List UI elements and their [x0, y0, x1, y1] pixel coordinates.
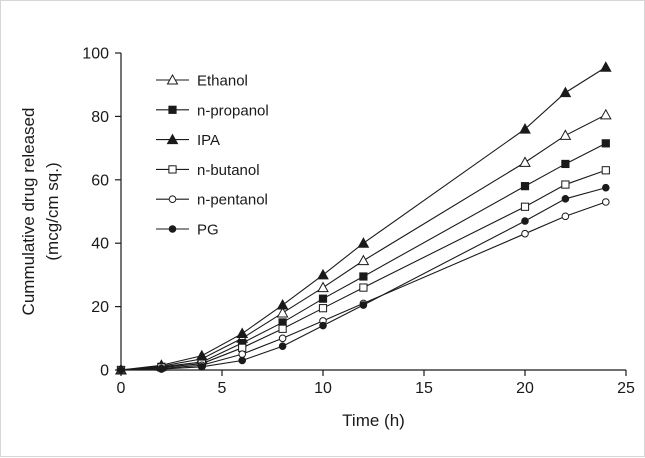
- series-layer: [115, 61, 612, 375]
- legend-item-ipa: IPA: [156, 132, 220, 149]
- data-point-pg: [319, 321, 327, 330]
- data-point-n-butanol: [359, 283, 368, 292]
- data-point-pg: [561, 195, 570, 203]
- data-point-n-pentanol: [238, 350, 246, 358]
- series-line-n-butanol: [120, 169, 606, 371]
- data-point-n-butanol: [561, 180, 570, 189]
- legend-label: n-propanol: [197, 102, 269, 119]
- data-point-pg: [602, 183, 610, 192]
- data-point-ipa: [559, 86, 572, 98]
- data-point-n-pentanol: [561, 212, 570, 221]
- legend-label: n-butanol: [197, 162, 260, 179]
- x-tick-label: 10: [314, 380, 332, 397]
- data-point-ipa: [236, 327, 249, 339]
- axes: 0 20 40 60 80 100 0 5 10 15 20 25: [82, 46, 635, 398]
- data-point-ethanol: [519, 156, 531, 167]
- data-point-n-butanol: [278, 324, 287, 333]
- legend-item-n-pentanol: n-pentanol: [156, 192, 268, 209]
- y-tick-label: 40: [91, 236, 109, 253]
- series-line-ethanol: [120, 114, 607, 371]
- y-axis-title-line-1: Cummulative drug released: [19, 108, 38, 316]
- data-point-n-butanol: [318, 304, 328, 313]
- data-point-pg: [278, 342, 287, 351]
- data-point-pg: [117, 366, 125, 374]
- data-point-pg: [238, 356, 246, 365]
- series-n-butanol: [116, 166, 610, 375]
- legend-label: PG: [197, 222, 219, 239]
- data-point-pg: [359, 301, 368, 309]
- legend: Ethanol n-propanol IPA n-butanol n-pentanol P…: [156, 73, 269, 239]
- data-point-n-propanol: [520, 182, 530, 191]
- data-point-ipa: [276, 298, 289, 310]
- x-tick-label: 20: [516, 380, 534, 397]
- legend-label: Ethanol: [197, 73, 248, 90]
- x-tick-label: 5: [218, 380, 227, 397]
- legend-item-n-propanol: n-propanol: [156, 102, 269, 119]
- legend-marker: [166, 73, 179, 85]
- data-point-ipa: [195, 349, 208, 361]
- data-point-n-propanol: [561, 159, 570, 169]
- data-point-n-propanol: [359, 272, 368, 281]
- data-point-n-butanol: [520, 202, 530, 211]
- data-point-pg: [521, 217, 529, 225]
- y-axis-title-line-2: (mcg/cm sq.): [43, 162, 62, 260]
- legend-item-pg: PG: [156, 222, 219, 239]
- data-point-ethanol: [276, 306, 289, 318]
- data-point-ethanol: [599, 108, 612, 120]
- data-point-ethanol: [317, 281, 329, 293]
- series-ipa: [115, 61, 612, 375]
- data-point-pg: [157, 365, 166, 373]
- legend-marker: [168, 195, 177, 203]
- legend-marker: [168, 105, 177, 114]
- data-point-ipa: [357, 237, 370, 248]
- y-tick-label: 80: [91, 109, 109, 126]
- x-tick-label: 25: [617, 380, 635, 397]
- data-point-n-propanol: [318, 294, 328, 303]
- series-pg: [117, 183, 610, 374]
- series-line-n-propanol: [120, 142, 607, 371]
- series-line-pg: [120, 187, 606, 371]
- series-line-ipa: [120, 66, 607, 371]
- legend-marker: [168, 165, 177, 174]
- legend-item-ethanol: Ethanol: [156, 73, 248, 90]
- y-tick-label: 100: [82, 46, 109, 63]
- series-line-n-pentanol: [120, 201, 606, 371]
- data-point-ipa: [317, 268, 329, 280]
- data-point-n-pentanol: [521, 229, 529, 238]
- x-axis-title: Time (h): [342, 411, 405, 430]
- legend-label: n-pentanol: [197, 192, 268, 209]
- data-point-n-pentanol: [278, 334, 287, 343]
- x-tick-label: 0: [117, 380, 126, 397]
- data-point-n-butanol: [601, 166, 610, 175]
- x-tick-label: 15: [415, 380, 433, 397]
- legend-marker: [166, 133, 179, 145]
- data-point-ipa: [519, 123, 531, 134]
- data-point-n-propanol: [601, 139, 610, 148]
- data-point-ethanol: [357, 254, 370, 266]
- y-tick-label: 0: [100, 363, 109, 380]
- y-tick-label: 60: [91, 172, 109, 189]
- legend-marker: [168, 225, 177, 233]
- data-point-ethanol: [559, 129, 572, 140]
- y-tick-label: 20: [91, 299, 109, 316]
- data-point-n-butanol: [238, 343, 247, 352]
- legend-label: IPA: [197, 132, 220, 149]
- data-point-ipa: [599, 61, 612, 72]
- legend-item-n-butanol: n-butanol: [156, 162, 260, 179]
- data-point-pg: [198, 363, 206, 371]
- data-point-n-pentanol: [602, 198, 610, 206]
